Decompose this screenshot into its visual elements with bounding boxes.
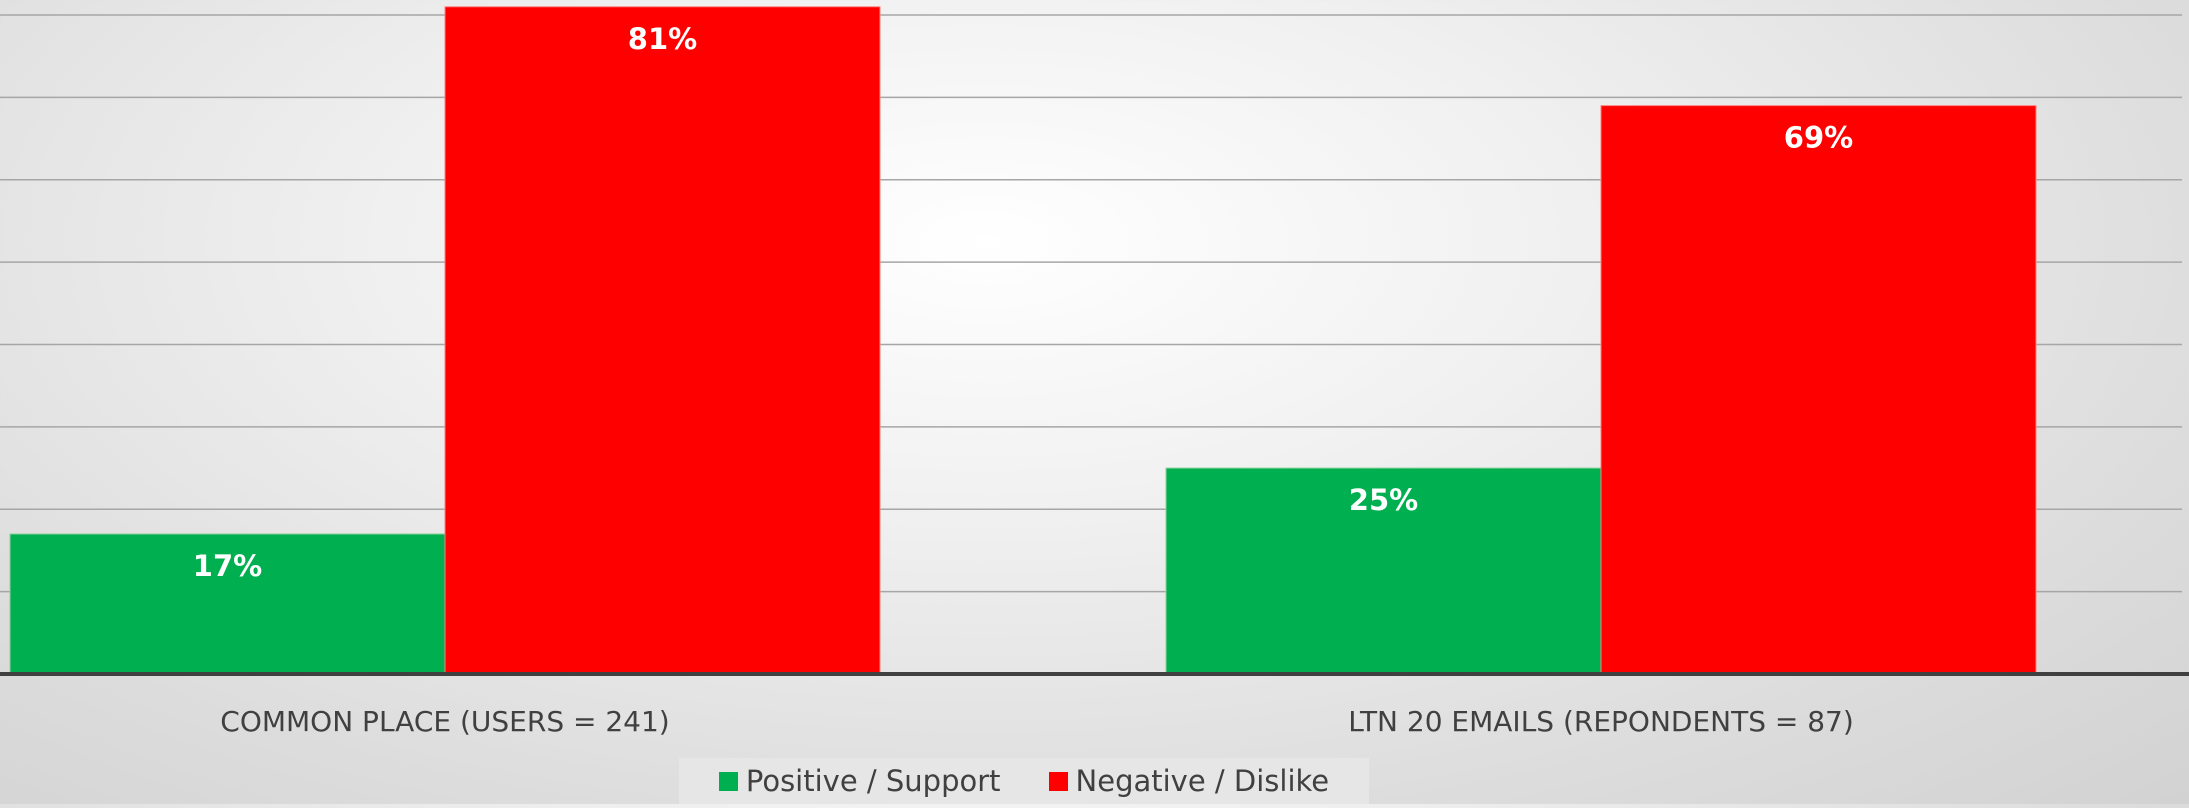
legend-label-negative: Negative / Dislike [1075, 764, 1330, 798]
legend-swatch-positive [718, 771, 738, 791]
bars [9, 6, 2037, 675]
bar-positive-2 [1165, 467, 1602, 675]
category-label-1: COMMON PLACE (USERS = 241) [220, 705, 669, 738]
data-label-positive-2: 25% [1349, 483, 1418, 517]
gridlines [0, 14, 2182, 593]
bar-positive-1 [9, 533, 446, 675]
bar-negative-1 [444, 6, 881, 675]
legend-label-positive: Positive / Support [745, 764, 1001, 798]
legend-swatch-negative [1048, 771, 1068, 791]
data-label-negative-2: 69% [1784, 121, 1853, 155]
legend: Positive / Support Negative / Dislike [679, 758, 1369, 804]
category-label-2: LTN 20 EMAILS (REPONDENTS = 87) [1348, 705, 1854, 738]
bar-negative-2 [1600, 105, 2037, 675]
legend-item-positive: Positive / Support [718, 764, 1001, 798]
legend-item-negative: Negative / Dislike [1048, 764, 1330, 798]
category-labels: COMMON PLACE (USERS = 241) LTN 20 EMAILS … [220, 705, 1854, 738]
data-labels: 17% 81% 25% 69% [193, 22, 1853, 583]
data-label-positive-1: 17% [193, 549, 262, 583]
data-label-negative-1: 81% [628, 22, 697, 56]
